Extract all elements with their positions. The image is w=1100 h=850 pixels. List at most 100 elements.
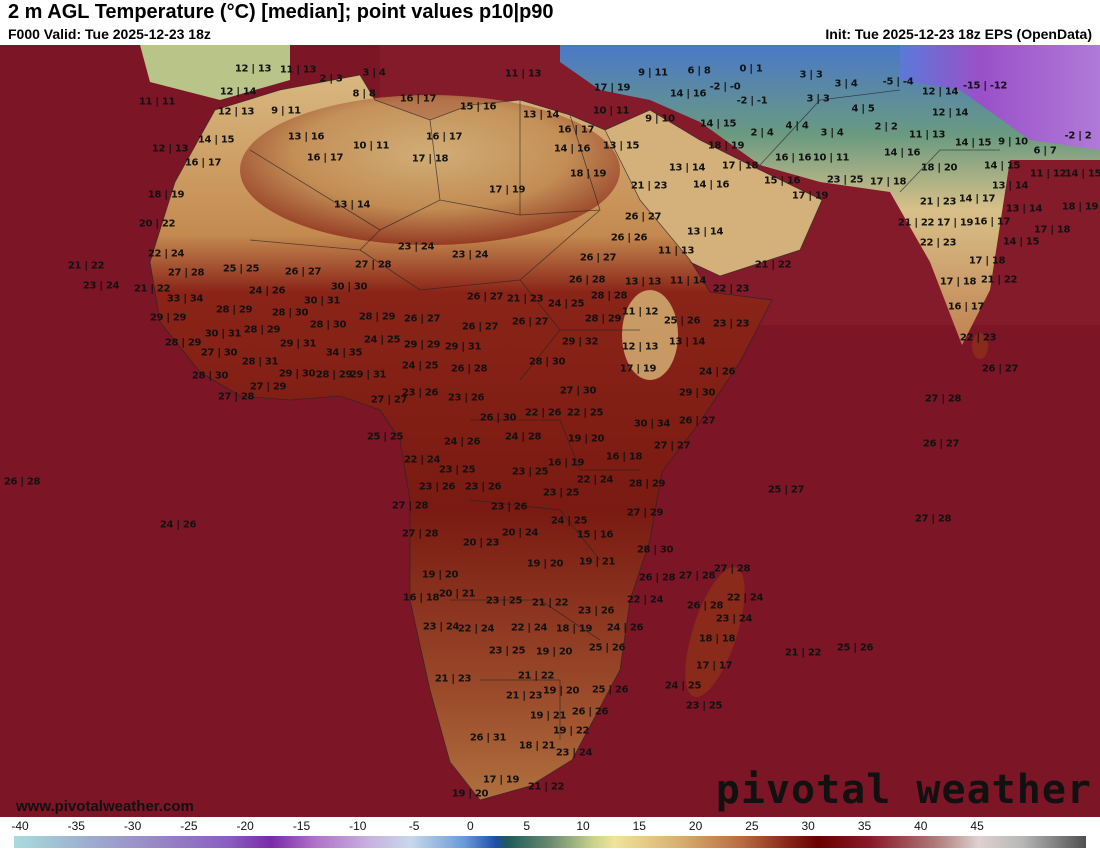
point-value-label: 28 | 29 [628, 478, 666, 490]
point-value-label: 23 | 25 [542, 487, 580, 499]
point-value-label: 17 | 18 [869, 176, 907, 188]
point-value-label: 14 | 15 [954, 137, 992, 149]
colorbar-tick: 25 [745, 819, 759, 833]
point-value-label: 13 | 14 [686, 226, 724, 238]
colorbar-ticks: -40 -35 -30 -25 -20 -15 -10 -5 0 5 10 15 20 25 30 35 40 4… [0, 819, 1100, 833]
point-value-label: 26 | 27 [624, 211, 662, 223]
colorbar-tick: -5 [408, 819, 420, 833]
point-value-label: 10 | 11 [812, 152, 850, 164]
point-value-label: 26 | 30 [479, 412, 517, 424]
point-value-label: 16 | 18 [402, 592, 440, 604]
point-value-label: 19 | 22 [552, 725, 590, 737]
point-value-label: 23 | 25 [685, 700, 723, 712]
colorbar-tick: -15 [292, 819, 311, 833]
point-value-label: 22 | 24 [726, 592, 764, 604]
point-value-label: 29 | 32 [561, 336, 599, 348]
point-value-label: 26 | 26 [571, 706, 609, 718]
point-value-label: 18 | 18 [698, 633, 736, 645]
colorbar-tick: 30 [801, 819, 815, 833]
header: 2 m AGL Temperature (°C) [median]; point… [0, 0, 1100, 45]
point-value-label: 13 | 14 [991, 180, 1029, 192]
point-value-label: 21 | 22 [517, 670, 555, 682]
point-value-label: 2 | 4 [750, 127, 774, 139]
point-value-label: 28 | 31 [241, 356, 279, 368]
point-value-label: 19 | 20 [526, 558, 564, 570]
point-value-label: 12 | 13 [217, 106, 255, 118]
point-value-label: 19 | 20 [451, 788, 489, 800]
point-value-label: 21 | 22 [67, 260, 105, 272]
point-value-label: 28 | 30 [528, 356, 566, 368]
tibet-cold [900, 45, 1100, 150]
point-value-label: 18 | 20 [920, 162, 958, 174]
point-value-label: 26 | 27 [579, 252, 617, 264]
point-value-label: 28 | 29 [243, 324, 281, 336]
colorbar-tick: 5 [523, 819, 531, 833]
point-value-label: 13 | 14 [333, 199, 371, 211]
colorbar-tick: -30 [123, 819, 142, 833]
point-value-label: 11 | 13 [908, 129, 946, 141]
point-value-label: 16 | 16 [774, 152, 812, 164]
point-value-label: 15 | 16 [459, 101, 497, 113]
point-value-label: 17 | 18 [721, 160, 759, 172]
point-value-label: 27 | 28 [217, 391, 255, 403]
point-value-label: 30 | 31 [204, 328, 242, 340]
point-value-label: 19 | 21 [529, 710, 567, 722]
point-value-label: 23 | 24 [451, 249, 489, 261]
point-value-label: 26 | 27 [461, 321, 499, 333]
point-value-label: 9 | 11 [638, 67, 668, 79]
point-value-label: 29 | 29 [149, 312, 187, 324]
point-value-label: 14 | 16 [692, 179, 730, 191]
colorbar-tick: -40 [11, 819, 29, 833]
point-value-label: 25 | 27 [767, 484, 805, 496]
colorbar-tick: 0 [467, 819, 474, 833]
point-value-label: 21 | 22 [784, 647, 822, 659]
point-value-label: 26 | 27 [678, 415, 716, 427]
point-value-label: 24 | 25 [550, 515, 588, 527]
point-value-label: 28 | 30 [271, 307, 309, 319]
point-value-label: 21 | 22 [527, 781, 565, 793]
point-value-label: 20 | 24 [501, 527, 539, 539]
point-value-label: 28 | 29 [215, 304, 253, 316]
point-value-label: -2 | -0 [709, 81, 741, 93]
point-value-label: 19 | 21 [578, 556, 616, 568]
europe [140, 45, 290, 100]
point-value-label: 26 | 27 [466, 291, 504, 303]
point-value-label: 27 | 28 [924, 393, 962, 405]
point-value-label: 23 | 24 [715, 613, 753, 625]
colorbar-ramp [14, 836, 1086, 848]
valid-time: F000 Valid: Tue 2025-12-23 18z [8, 26, 211, 42]
point-value-label: 11 | 14 [669, 275, 707, 287]
point-value-label: 14 | 16 [553, 143, 591, 155]
point-value-label: 19 | 20 [535, 646, 573, 658]
point-value-label: 20 | 21 [438, 588, 476, 600]
point-value-label: 21 | 22 [897, 217, 935, 229]
point-value-label: 27 | 28 [167, 267, 205, 279]
point-value-label: 10 | 11 [352, 140, 390, 152]
point-value-label: 16 | 17 [425, 131, 463, 143]
point-value-label: 22 | 23 [959, 332, 997, 344]
point-value-label: 29 | 30 [678, 387, 716, 399]
point-value-label: 19 | 20 [421, 569, 459, 581]
point-value-label: 18 | 19 [147, 189, 185, 201]
colorbar-tick: 10 [576, 819, 590, 833]
point-value-label: 10 | 11 [592, 105, 630, 117]
point-value-label: 15 | 16 [576, 529, 614, 541]
point-value-label: 23 | 26 [577, 605, 615, 617]
point-value-label: 22 | 25 [566, 407, 604, 419]
point-value-label: 17 | 19 [936, 217, 974, 229]
point-value-label: 26 | 27 [403, 313, 441, 325]
point-value-label: 14 | 16 [883, 147, 921, 159]
point-value-label: 22 | 24 [147, 248, 185, 260]
site-url[interactable]: www.pivotalweather.com [16, 798, 194, 815]
point-value-label: 28 | 30 [636, 544, 674, 556]
point-value-label: 24 | 26 [606, 622, 644, 634]
point-value-label: 14 | 15 [197, 134, 235, 146]
point-value-label: 22 | 26 [524, 407, 562, 419]
point-value-label: 12 | 13 [151, 143, 189, 155]
colorbar-tick: -35 [67, 819, 85, 833]
point-value-label: 11 | 12 [621, 306, 659, 318]
point-value-label: 14 | 15 [1002, 236, 1040, 248]
point-value-label: 26 | 27 [511, 316, 549, 328]
point-value-label: 26 | 27 [981, 363, 1019, 375]
